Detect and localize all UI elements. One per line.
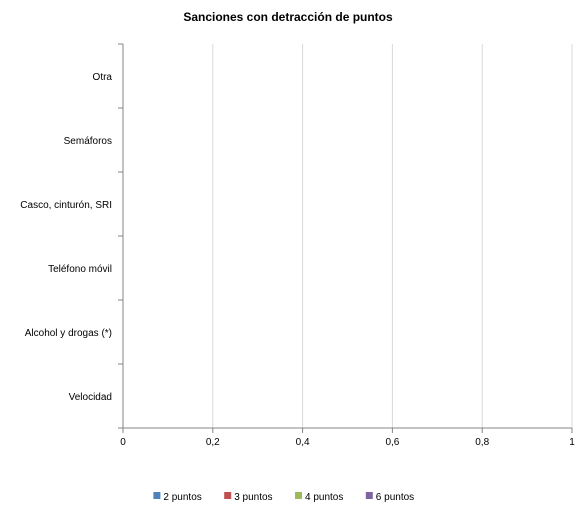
grid-lines	[212, 44, 573, 428]
category-label: Teléfono móvil	[48, 264, 112, 275]
legend-swatch	[153, 492, 161, 499]
category-label: Casco, cinturón, SRI	[20, 200, 112, 211]
x-tick-label: 0	[120, 437, 126, 448]
x-tick-label: 0,6	[385, 437, 399, 448]
category-label: Otra	[93, 72, 113, 83]
axes	[118, 43, 573, 433]
category-label: Velocidad	[69, 392, 112, 403]
x-tick-label: 1	[569, 437, 575, 448]
chart-title: Sanciones con detracción de puntos	[183, 10, 393, 24]
legend-label: 2 puntos	[163, 492, 201, 503]
x-tick-label: 0,8	[475, 437, 489, 448]
x-tick-labels: 0 0,2 0,4 0,6 0,8 1	[120, 437, 575, 448]
legend-label: 6 puntos	[376, 492, 414, 503]
x-tick-label: 0,2	[206, 437, 220, 448]
legend-label: 4 puntos	[305, 492, 343, 503]
category-labels: Velocidad Alcohol y drogas (*) Teléfono mó…	[20, 72, 112, 403]
legend: 2 puntos 3 puntos 4 puntos 6 puntos	[153, 492, 414, 503]
x-tick-label: 0,4	[296, 437, 310, 448]
legend-swatch	[224, 492, 232, 499]
category-label: Alcohol y drogas (*)	[25, 328, 112, 339]
legend-label: 3 puntos	[234, 492, 272, 503]
legend-swatch	[365, 492, 373, 499]
legend-swatch	[295, 492, 302, 499]
category-label: Semáforos	[64, 136, 112, 147]
